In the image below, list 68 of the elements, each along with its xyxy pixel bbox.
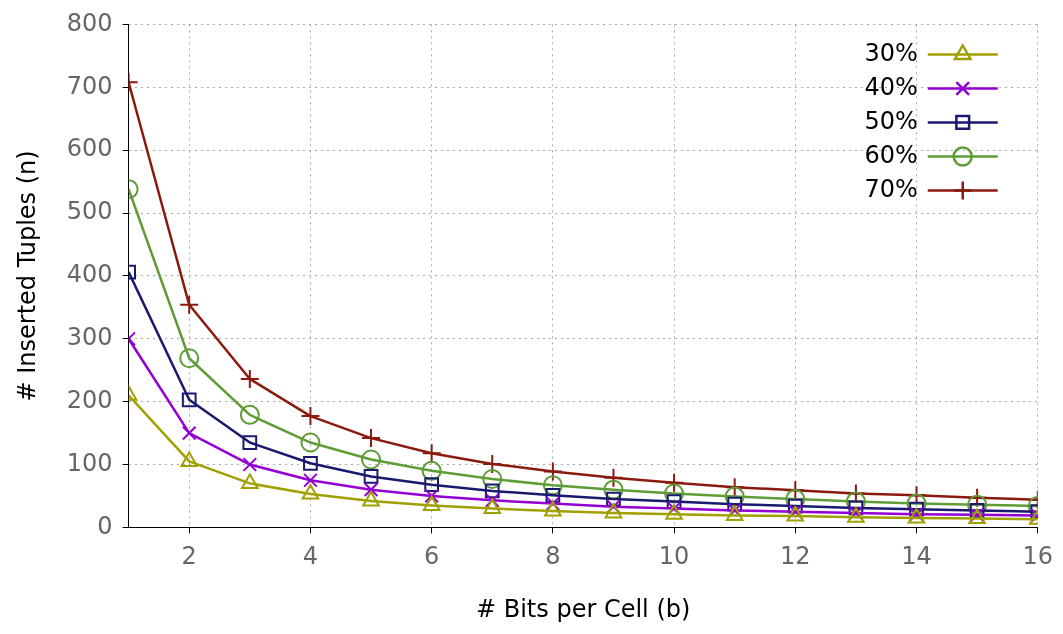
y-tick-label: 700: [66, 71, 113, 100]
point: [542, 475, 563, 496]
point: [239, 404, 260, 425]
point: [484, 483, 500, 499]
point: [665, 504, 683, 520]
x-tick-label: 6: [424, 542, 440, 571]
point: [724, 486, 745, 507]
point: [242, 435, 258, 450]
point: [482, 453, 503, 474]
y-tick-label: 0: [97, 511, 113, 540]
point: [785, 489, 806, 510]
point: [483, 498, 502, 515]
point: [967, 487, 988, 508]
y-tick-label: 200: [66, 385, 113, 414]
point: [361, 428, 382, 449]
point: [303, 472, 318, 488]
legend-label: 60%: [864, 140, 918, 169]
point: [544, 501, 562, 517]
point: [603, 479, 624, 500]
point: [482, 468, 503, 489]
x-tick-label: 10: [658, 542, 690, 571]
point: [785, 480, 806, 501]
point: [424, 477, 440, 493]
legend-label: 70%: [864, 174, 918, 203]
x-tick-label: 8: [545, 542, 561, 571]
x-tick-label: 16: [1022, 542, 1053, 571]
y-tick-label: 600: [66, 134, 113, 163]
point: [906, 493, 927, 514]
point: [363, 482, 379, 498]
y-tick-label: 300: [66, 323, 113, 352]
point: [181, 425, 197, 441]
point: [421, 443, 442, 464]
point: [603, 467, 624, 488]
point: [300, 432, 321, 453]
point: [845, 491, 866, 512]
x-axis-title: # Bits per Cell (b): [475, 594, 691, 623]
legend-label: 50%: [864, 106, 918, 135]
y-tick-label: 800: [66, 8, 113, 37]
point: [242, 457, 258, 472]
point: [301, 484, 320, 500]
point: [179, 294, 200, 315]
point: [239, 369, 260, 390]
y-tick-label: 100: [66, 448, 113, 477]
legend-label: 40%: [864, 72, 918, 101]
x-tick-label: 14: [901, 542, 932, 571]
point: [300, 406, 321, 427]
x-tick-label: 2: [181, 542, 197, 571]
point: [542, 461, 563, 482]
point: [484, 493, 500, 508]
point: [421, 460, 442, 481]
y-axis-title: # Inserted Tuples (n): [12, 150, 41, 402]
point: [181, 392, 197, 408]
point: [361, 449, 382, 470]
legend-label: 30%: [864, 38, 918, 67]
point: [424, 488, 440, 504]
point: [545, 487, 561, 503]
y-tick-label: 500: [66, 197, 113, 226]
point: [967, 494, 988, 515]
x-tick-label: 4: [302, 542, 319, 571]
point: [303, 455, 318, 471]
point: [363, 469, 379, 484]
y-tick-label: 400: [66, 260, 113, 289]
point: [606, 491, 621, 507]
point: [545, 496, 561, 511]
point: [664, 472, 685, 493]
point: [724, 477, 745, 498]
x-tick-label: 12: [780, 542, 811, 571]
point: [179, 348, 200, 369]
